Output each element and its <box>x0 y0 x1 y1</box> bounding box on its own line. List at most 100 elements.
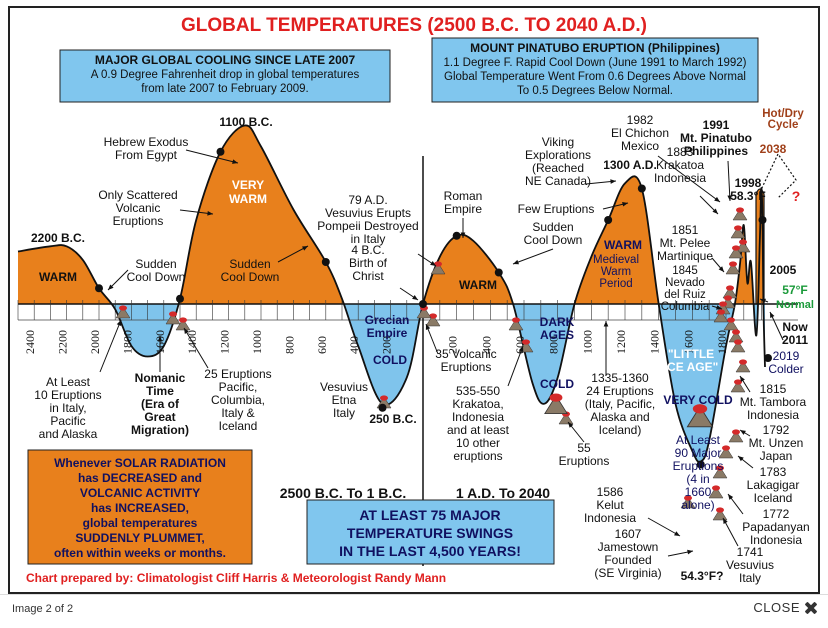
pinatubo-box <box>431 37 759 103</box>
label-scattered-line-1: Only Scattered <box>98 188 177 202</box>
tick-label-ad: 1600 <box>681 330 695 354</box>
label-1982-line-3: Mexico <box>621 139 659 153</box>
volcano-icon <box>175 317 191 331</box>
volcano-plume <box>734 339 742 345</box>
arrow-4bc-head <box>412 294 418 300</box>
label-90-eruptions-line-2: 90 Major <box>675 446 722 460</box>
volcano-plume <box>724 295 732 301</box>
label-medieval-line-3: Period <box>599 278 632 290</box>
arrow-1792-head <box>740 430 746 435</box>
arrow-viking-head <box>610 179 616 184</box>
arrow-35-eruptions-head <box>425 324 431 330</box>
label-1851-line-2: Mt. Pelee <box>660 236 711 250</box>
label-1607-line-1: 1607 <box>615 527 642 541</box>
image-counter: Image 2 of 2 <box>12 603 74 615</box>
cooling-box-line-1: A 0.9 Degree Fahrenheit drop in global t… <box>91 69 360 81</box>
era-label-bc: 2500 B.C. To 1 B.C. <box>280 485 407 501</box>
volcano-plume <box>549 393 563 402</box>
arrow-few-head <box>622 202 628 207</box>
curve-marker <box>95 284 103 293</box>
label-1851-line-3: Martinique <box>657 249 713 263</box>
swings-box-line-1: AT LEAST 75 MAJOR <box>359 507 500 523</box>
tick-label-bc: 1000 <box>250 330 264 354</box>
label-medieval-warm: WARM <box>604 238 642 252</box>
label-90-eruptions-line-4: (4 in <box>686 472 709 486</box>
label-79ad-line-1: 79 A.D. <box>348 193 387 207</box>
label-sudden-cool-2-line-2: Cool Down <box>221 270 280 284</box>
arrow-1586-head <box>674 531 680 536</box>
label-warm-2: WARM <box>459 278 497 292</box>
volcano-icon <box>425 313 441 327</box>
label-1586-line-1: 1586 <box>597 485 624 499</box>
label-1335-line-1: 1335-1360 <box>591 371 649 385</box>
cooling-box <box>59 49 391 103</box>
label-79ad-line-3: Pompeii Destroyed <box>317 219 418 233</box>
label-1845-line-2: Nevado <box>665 277 705 289</box>
arrow-exodus-head <box>232 159 238 164</box>
label-1772-line-3: Indonesia <box>750 533 802 547</box>
tick-label-bc: 600 <box>315 336 329 354</box>
label-vesuvius-line-3: Italy <box>333 406 355 420</box>
label-sudden-cool-1-line-2: Cool Down <box>127 270 186 284</box>
curve-marker <box>604 216 613 224</box>
label-sudden-cool-1-line-1: Sudden <box>135 257 176 271</box>
label-1883-line-1: 1883 <box>667 145 694 159</box>
arrow-1982 <box>657 155 721 203</box>
label-sudden-cool-2-line-1: Sudden <box>229 257 270 271</box>
arrow-scattered <box>179 209 214 215</box>
label-1783-line-1: 1783 <box>760 465 787 479</box>
volcano-plume <box>732 429 740 435</box>
label-10-eruptions-line-3: in Italy, <box>49 401 86 415</box>
volcano-plume <box>434 261 442 267</box>
tick-label-bc: 800 <box>282 336 296 354</box>
label-1792-line-3: Japan <box>760 449 793 463</box>
label-2019-line-1: 2019 <box>773 349 800 363</box>
label-1991-line-2: Mt. Pinatubo <box>680 131 752 145</box>
tick-label-ad: 1200 <box>614 330 628 354</box>
arrow-1607-head <box>687 549 693 555</box>
label-nomanic-line-4: Great <box>144 410 175 424</box>
label-sudden-cool-3-line-2: Cool Down <box>524 233 583 247</box>
volcano-plume <box>712 485 720 491</box>
label-1883-line-3: Indonesia <box>654 171 706 185</box>
label-exodus-line-1: Hebrew Exodus <box>104 135 189 149</box>
volcano-icon <box>735 359 751 373</box>
solar-box-line2: has DECREASED and <box>78 471 202 485</box>
volcano-plume <box>179 317 187 323</box>
label-dark-ages-line-1: DARK <box>540 315 575 329</box>
label-1845-line-4: Columbia <box>661 301 710 313</box>
label-4bc-line-3: Christ <box>352 269 384 283</box>
curve-marker <box>494 268 503 277</box>
arrow-57f-head <box>760 298 766 304</box>
label-viking-line-1: Viking <box>542 135 574 149</box>
label-35-eruptions-line-2: Eruptions <box>441 360 492 374</box>
curve-marker <box>452 231 461 240</box>
label-1783-line-3: Iceland <box>754 491 793 505</box>
label-35-eruptions-line-1: 35 Volcanic <box>435 347 496 361</box>
label-1792-line-1: 1792 <box>763 423 790 437</box>
label-1991-line-3: Philippines <box>684 144 748 158</box>
arrow-1991-head <box>727 195 733 201</box>
volcano-icon <box>732 207 748 221</box>
label-4bc-line-2: Birth of <box>349 256 388 270</box>
arrow-1815-head <box>740 376 745 382</box>
volcano-icon <box>430 261 446 275</box>
label-1845-line-1: 1845 <box>672 265 698 277</box>
volcano-plume <box>739 239 747 245</box>
pinatubo-box-title: MOUNT PINATUBO ERUPTION (Philippines) <box>470 41 720 55</box>
volcano-plume <box>717 309 725 315</box>
volcano-plume <box>716 465 724 471</box>
label-25-eruptions-line-1: 25 Eruptions <box>204 367 271 381</box>
label-roman-line-2: Empire <box>444 202 482 216</box>
label-cold-1: COLD <box>373 353 407 367</box>
label-1815-line-2: Mt. Tambora <box>740 395 807 409</box>
solar-box-line6: SUDDENLY PLUMMET, <box>75 531 204 545</box>
label-viking-line-3: (Reached <box>532 161 584 175</box>
volcano-plume <box>739 359 747 365</box>
volcano-icon <box>730 225 746 239</box>
label-1607-line-3: Founded <box>604 553 651 567</box>
label-grecian-line-2: Empire <box>367 326 408 340</box>
arrow-scattered-head <box>207 211 213 216</box>
close-button[interactable]: CLOSE <box>753 600 818 615</box>
